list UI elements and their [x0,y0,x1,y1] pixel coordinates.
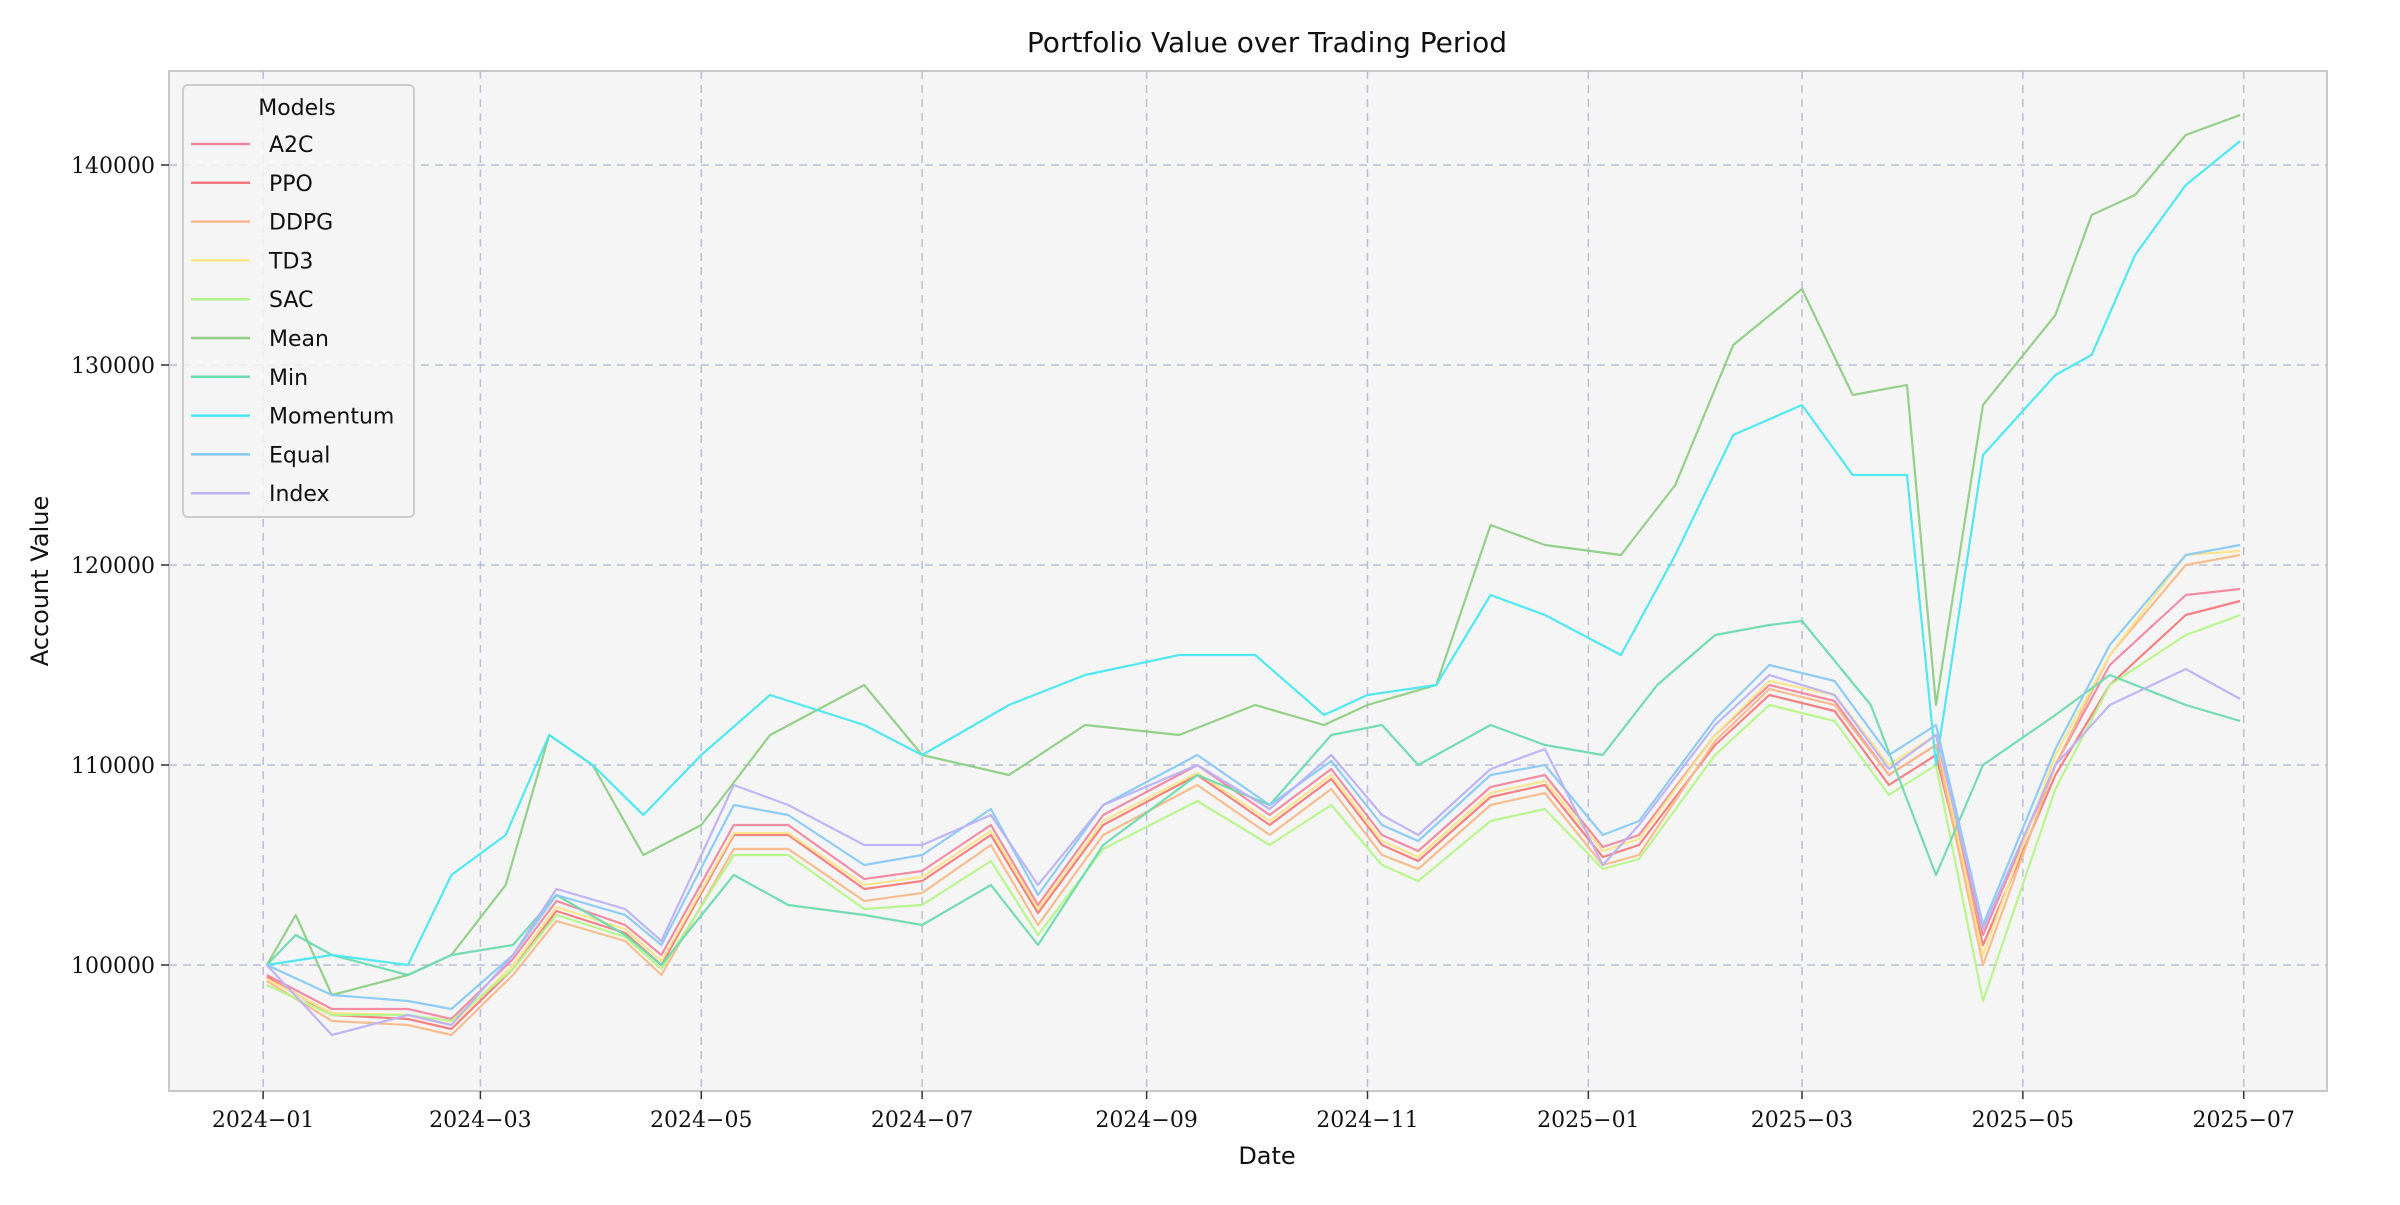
series-line-ppo [266,599,2241,1031]
series-lines [265,113,2241,1037]
series-line-mean [265,113,2241,997]
y-axis-label: Account Value [26,496,54,666]
legend-label-momentum: Momentum [269,405,394,430]
y-tick-label: 110000 [71,754,155,779]
x-tick-label: 2025−05 [1972,1108,2074,1133]
x-tick-label: 2025−03 [1751,1108,1853,1133]
legend-label-mean: Mean [269,327,329,352]
x-tick-label: 2024−11 [1316,1108,1418,1133]
legend-title: Models [258,96,336,121]
series-line-td3 [266,549,2241,1027]
x-axis-label: Date [1238,1142,1295,1170]
legend-label-index: Index [269,482,330,507]
plot-area [168,70,2328,1092]
legend-box [182,84,415,518]
series-line-index [265,667,2241,1037]
series-line-ddpg [266,553,2241,1037]
x-tick-label: 2024−03 [429,1108,531,1133]
y-tick-label: 120000 [71,554,155,579]
y-tick-label: 140000 [71,154,155,179]
x-tick-label: 2025−07 [2193,1108,2295,1133]
legend-label-sac: SAC [269,288,313,313]
x-tick-label: 2024−07 [871,1108,973,1133]
legend-items: A2C PPO DDPG TD3 SAC Mean Min Momentum Equal Inde… [191,133,394,507]
series-line-sac [266,613,2241,1023]
x-tick-label: 2024−09 [1095,1108,1197,1133]
legend-label-a2c: A2C [269,133,313,158]
legend-label-td3: TD3 [268,249,313,274]
series-line-momentum [266,140,2241,967]
y-tick-label: 100000 [71,954,155,979]
chart-title: Portfolio Value over Trading Period [1027,26,1507,59]
x-axis-ticks: 2024−01 2024−03 2024−05 2024−07 2024−09 2024−… [212,1091,2295,1133]
legend-label-ddpg: DDPG [269,211,333,236]
x-tick-label: 2025−01 [1537,1108,1639,1133]
x-tick-label: 2024−01 [212,1108,314,1133]
legend-label-ppo: PPO [269,172,313,197]
x-tick-label: 2024−05 [650,1108,752,1133]
y-axis-ticks: 100000 110000 120000 130000 140000 [71,154,169,979]
y-tick-label: 130000 [71,354,155,379]
legend-label-min: Min [269,366,308,391]
legend-label-equal: Equal [269,443,330,468]
legend: Models A2C PPO DDPG TD3 SAC Mean Min Momentum Eq… [182,84,415,518]
